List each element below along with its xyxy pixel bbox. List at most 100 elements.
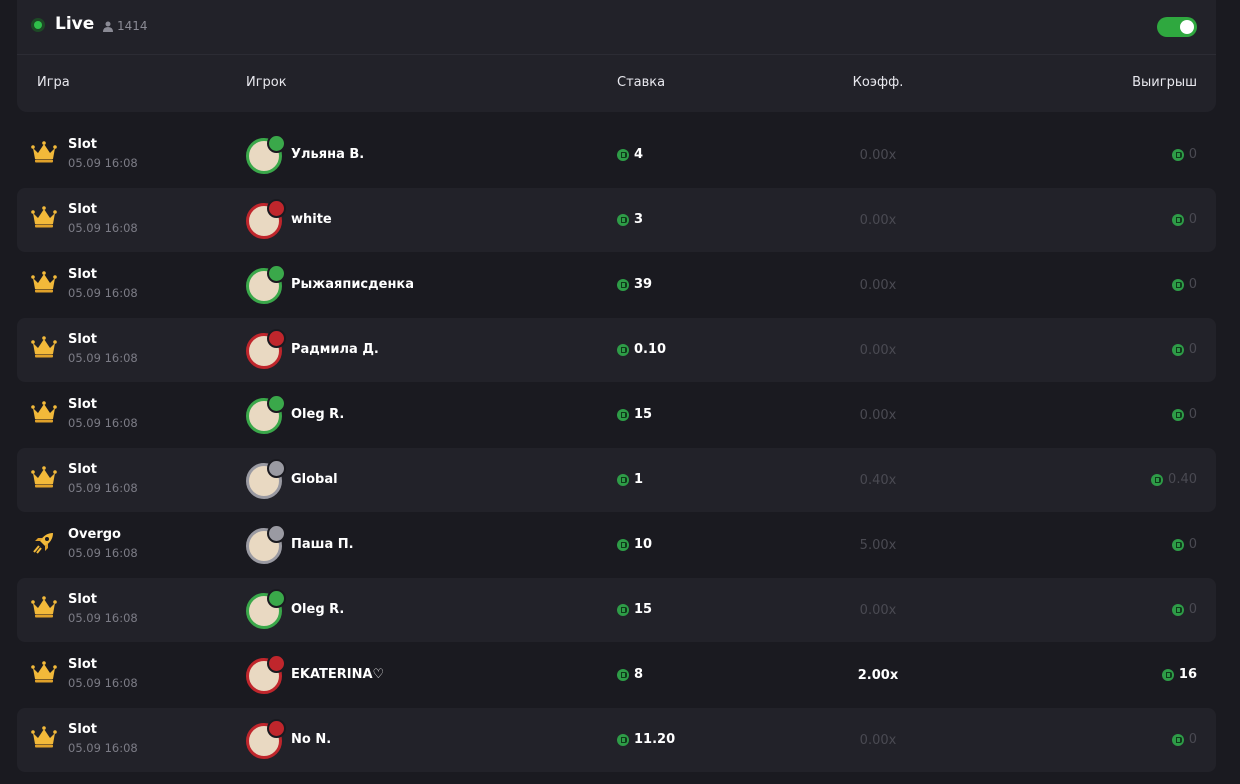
- currency-icon: [1171, 733, 1184, 746]
- game-date: 05.09 16:08: [68, 416, 138, 430]
- bet: 8: [617, 667, 643, 682]
- game-name: Slot: [68, 592, 97, 607]
- bet-value: 10: [634, 537, 653, 552]
- currency-icon: [1151, 473, 1164, 486]
- currency-icon: [617, 538, 629, 551]
- game-date: 05.09 16:08: [68, 546, 138, 560]
- bet: 39: [617, 277, 652, 292]
- currency-icon: [617, 603, 629, 616]
- rank-badge: [267, 199, 286, 218]
- game-name: Slot: [68, 137, 97, 152]
- rank-badge: [267, 459, 286, 478]
- live-toggle[interactable]: [1157, 17, 1197, 37]
- win-value: 0: [1188, 537, 1197, 552]
- currency-icon: [1171, 538, 1184, 551]
- coefficient: 0.00x: [859, 733, 897, 748]
- player-name: Oleg R.: [291, 407, 345, 422]
- bet-value: 0.10: [634, 342, 667, 357]
- win: 0: [1171, 342, 1197, 357]
- win: 0: [1171, 537, 1197, 552]
- player-name: Паша П.: [291, 537, 354, 552]
- game-date: 05.09 16:08: [68, 611, 138, 625]
- win-value: 0: [1188, 732, 1197, 747]
- currency-icon: [617, 473, 629, 486]
- crown-icon: [31, 336, 57, 358]
- bet: 15: [617, 407, 652, 422]
- rank-badge: [267, 394, 286, 413]
- player-avatar: [246, 528, 282, 564]
- table-row: Slot 05.09 16:08 Радмила Д. 0.10 0.00x 0: [17, 318, 1216, 382]
- rocket-icon: [33, 533, 53, 554]
- win: 0: [1171, 277, 1197, 292]
- coefficient: 0.00x: [859, 603, 897, 618]
- header-card: Live 1414 Игра Игрок Ставка Коэфф. Выигр…: [17, 0, 1216, 112]
- win-value: 0: [1188, 342, 1197, 357]
- currency-icon: [1171, 603, 1184, 616]
- win: 0: [1171, 407, 1197, 422]
- game-icon: [31, 596, 57, 622]
- crown-icon: [31, 141, 57, 163]
- currency-icon: [617, 668, 629, 681]
- rank-badge: [267, 589, 286, 608]
- crown-icon: [31, 726, 57, 748]
- coefficient: 0.00x: [859, 408, 897, 423]
- crown-icon: [31, 271, 57, 293]
- currency-icon: [617, 213, 629, 226]
- game-name: Slot: [68, 657, 97, 672]
- coefficient: 0.00x: [859, 213, 897, 228]
- win-value: 0: [1188, 277, 1197, 292]
- game-date: 05.09 16:08: [68, 351, 138, 365]
- bet: 4: [617, 147, 643, 162]
- bet: 10: [617, 537, 652, 552]
- game-name: Overgo: [68, 527, 121, 542]
- game-date: 05.09 16:08: [68, 286, 138, 300]
- win-value: 0: [1188, 602, 1197, 617]
- table-row: Slot 05.09 16:08 white 3 0.00x 0: [17, 188, 1216, 252]
- win-value: 0.40: [1168, 472, 1197, 487]
- game-name: Slot: [68, 722, 97, 737]
- game-icon: [31, 141, 57, 167]
- game-date: 05.09 16:08: [68, 156, 138, 170]
- win: 0: [1171, 147, 1197, 162]
- win: 0.40: [1151, 472, 1197, 487]
- game-date: 05.09 16:08: [68, 741, 138, 755]
- online-value: 1414: [117, 19, 148, 33]
- player-avatar: [246, 333, 282, 369]
- table-row: Slot 05.09 16:08 Ульяна В. 4 0.00x 0: [17, 123, 1216, 187]
- bet-value: 3: [634, 212, 644, 227]
- crown-icon: [31, 661, 57, 683]
- bet: 1: [617, 472, 643, 487]
- win-value: 16: [1178, 667, 1197, 682]
- bet-value: 1: [634, 472, 644, 487]
- bet-value: 11.20: [634, 732, 676, 747]
- game-icon: [31, 726, 57, 752]
- win-value: 0: [1188, 212, 1197, 227]
- table-row: Overgo 05.09 16:08 Паша П. 10 5.00x 0: [17, 513, 1216, 577]
- game-date: 05.09 16:08: [68, 221, 138, 235]
- column-header: Коэфф.: [852, 75, 904, 90]
- bet: 11.20: [617, 732, 675, 747]
- rank-badge: [267, 134, 286, 153]
- table-row: Slot 05.09 16:08 EKATERINA♡ 8 2.00x 16: [17, 643, 1216, 707]
- rank-badge: [267, 524, 286, 543]
- currency-icon: [1171, 148, 1184, 161]
- table-row: Slot 05.09 16:08 Global 1 0.40x 0.40: [17, 448, 1216, 512]
- game-name: Slot: [68, 332, 97, 347]
- bet-value: 39: [634, 277, 653, 292]
- player-name: Радмила Д.: [291, 342, 379, 357]
- currency-icon: [1171, 278, 1184, 291]
- game-name: Slot: [68, 462, 97, 477]
- online-count: 1414: [103, 19, 148, 33]
- live-indicator: [34, 21, 42, 29]
- user-icon: [103, 21, 113, 32]
- table-row: Slot 05.09 16:08 No N. 11.20 0.00x 0: [17, 708, 1216, 772]
- game-icon: [31, 401, 57, 427]
- coefficient: 5.00x: [859, 538, 897, 553]
- coefficient: 0.00x: [859, 148, 897, 163]
- player-name: EKATERINA♡: [291, 667, 385, 682]
- rank-badge: [267, 264, 286, 283]
- game-icon: [31, 336, 57, 362]
- bet-value: 15: [634, 407, 653, 422]
- crown-icon: [31, 206, 57, 228]
